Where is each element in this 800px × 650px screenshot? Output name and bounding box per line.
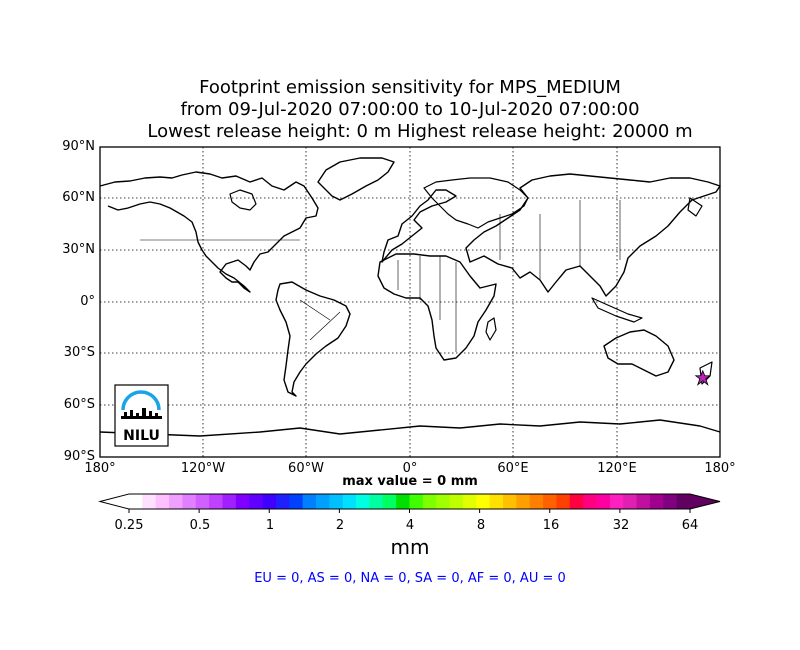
coastlines: [99, 157, 721, 437]
colorbar-swatch: [476, 494, 491, 509]
colorbar-tick-label: 8: [476, 518, 486, 533]
lat-label-60n: 60°N: [62, 190, 95, 205]
colorbar-swatch: [609, 494, 624, 509]
nilu-logo: NILU: [114, 384, 169, 447]
release-point-star-icon: [694, 369, 711, 386]
region-totals: EU = 0, AS = 0, NA = 0, SA = 0, AF = 0, …: [254, 571, 566, 586]
colorbar-tick-label: 16: [542, 518, 560, 533]
lat-label-60s: 60°S: [63, 397, 95, 412]
colorbar-swatch: [409, 494, 424, 509]
nilu-logo-icon: [121, 390, 161, 411]
lon-label-60w: 60°W: [288, 461, 324, 476]
colorbar-swatch: [503, 494, 517, 509]
colorbar-swatch: [182, 494, 197, 509]
colorbar-swatch: [596, 494, 611, 509]
lon-label-120e: 120°E: [597, 461, 637, 476]
lon-label-180e: 180°: [704, 461, 736, 476]
colorbar-swatch: [155, 494, 170, 509]
colorbar-tick-label: 2: [335, 518, 345, 533]
colorbar-swatch: [129, 494, 143, 509]
colorbar-max-extension: [690, 494, 720, 509]
colorbar-swatch: [396, 494, 411, 509]
colorbar-tick-label: 1: [265, 518, 275, 533]
colorbar-swatch: [636, 494, 651, 509]
colorbar-swatch: [583, 494, 598, 509]
colorbar-swatch: [275, 494, 290, 509]
colorbar-swatch: [382, 494, 397, 509]
colorbar-tick-label: 0.25: [114, 518, 144, 533]
colorbar-tick-label: 4: [405, 518, 415, 533]
colorbar-swatch: [649, 494, 664, 509]
colorbar-tick-label: 0.5: [189, 518, 211, 533]
lat-label-30s: 30°S: [63, 345, 95, 360]
colorbar-swatch: [209, 494, 224, 509]
colorbar-swatch: [543, 494, 558, 509]
lat-label-90s: 90°S: [63, 449, 95, 464]
colorbar-swatch: [342, 494, 357, 509]
colorbar-swatch: [169, 494, 184, 509]
colorbar-swatch: [489, 494, 504, 509]
colorbar: [98, 493, 721, 513]
colorbar-swatch: [235, 494, 250, 509]
lon-label-0: 0°: [402, 461, 418, 476]
colorbar-swatch: [422, 494, 437, 509]
colorbar-swatch: [249, 494, 264, 509]
colorbar-swatch: [289, 494, 304, 509]
lon-label-60e: 60°E: [497, 461, 529, 476]
colorbar-swatch: [449, 494, 464, 509]
colorbar-swatch: [329, 494, 344, 509]
logo-text: NILU: [123, 428, 160, 444]
colorbar-swatch: [663, 494, 678, 509]
colorbar-swatch: [222, 494, 237, 509]
colorbar-swatch: [369, 494, 384, 509]
colorbar-tick-label: 64: [681, 518, 699, 533]
colorbar-swatch: [516, 494, 531, 509]
colorbar-swatch: [142, 494, 157, 509]
colorbar-swatch: [569, 494, 584, 509]
colorbar-swatch: [262, 494, 277, 509]
lon-label-180w: 180°: [84, 461, 116, 476]
colorbar-tick-label: 32: [612, 518, 630, 533]
lat-label-0: 0°: [80, 294, 95, 309]
lat-label-30n: 30°N: [62, 242, 95, 257]
title-line-2: from 09-Jul-2020 07:00:00 to 10-Jul-2020…: [180, 99, 640, 120]
title-line-1: Footprint emission sensitivity for MPS_M…: [199, 77, 621, 98]
colorbar-swatch: [556, 494, 571, 509]
colorbar-swatch: [529, 494, 544, 509]
colorbar-swatch: [676, 494, 691, 509]
lon-label-120w: 120°W: [180, 461, 226, 476]
colorbar-swatch: [436, 494, 451, 509]
colorbar-swatch: [623, 494, 638, 509]
map-gridlines: [100, 147, 720, 457]
max-value-label: max value = 0 mm: [342, 474, 478, 489]
lat-label-90n: 90°N: [62, 139, 95, 154]
colorbar-swatch: [302, 494, 317, 509]
colorbar-min-extension: [100, 494, 129, 509]
title-line-3: Lowest release height: 0 m Highest relea…: [147, 121, 693, 142]
map-frame: [99, 146, 721, 458]
colorbar-swatch: [462, 494, 477, 509]
colorbar-swatch: [356, 494, 371, 509]
colorbar-swatch: [195, 494, 210, 509]
colorbar-units: mm: [390, 535, 430, 559]
colorbar-swatch: [316, 494, 330, 509]
